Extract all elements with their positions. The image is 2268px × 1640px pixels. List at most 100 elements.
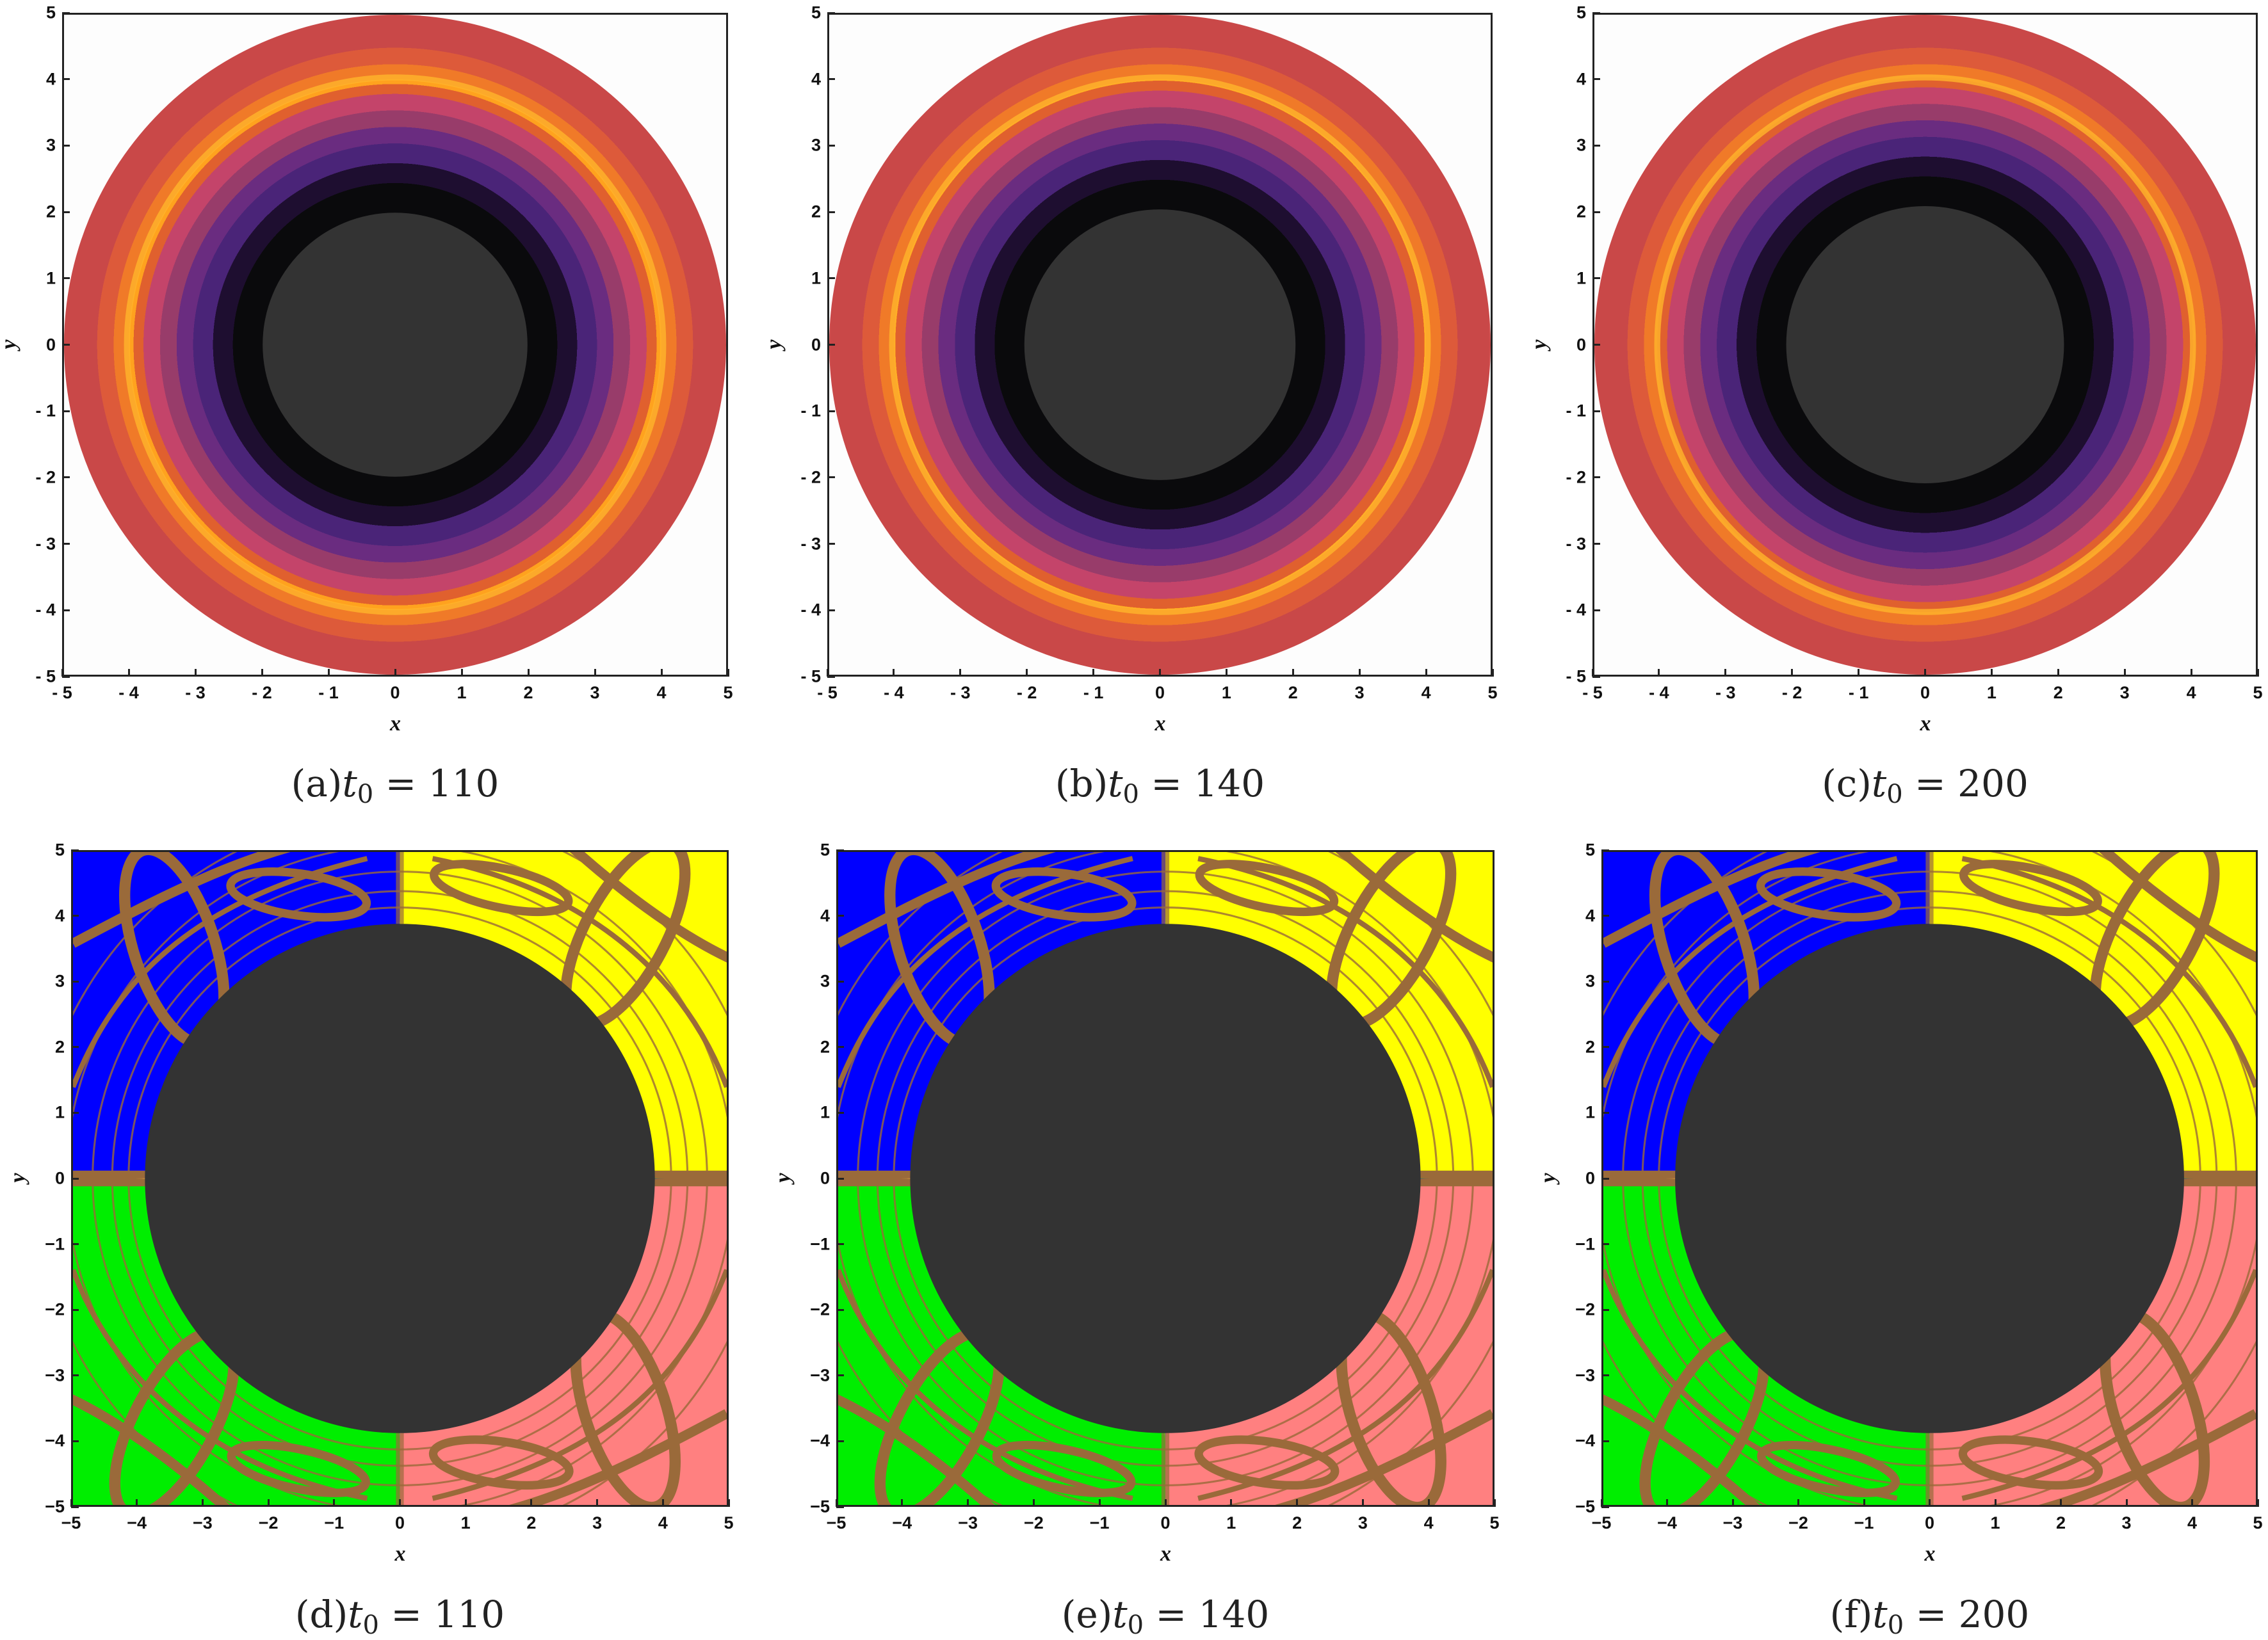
inner-disk [263, 213, 528, 477]
x-tick-label: - 1 [318, 683, 339, 702]
boundary-loops-mirrored [73, 1269, 727, 1505]
y-tick-label: 2 [1576, 202, 1586, 221]
x-tick-label: 2 [2053, 683, 2063, 702]
y-tick-label: 2 [45, 202, 56, 221]
y-tick-label: −2 [810, 1299, 830, 1319]
x-tick-mark [327, 669, 330, 677]
x-tick-label: 3 [1357, 1513, 1368, 1532]
y-tick-label: −3 [45, 1365, 65, 1385]
plot-area [836, 850, 1494, 1507]
y-axis-label: y [6, 1173, 30, 1183]
x-tick-mark [1361, 1499, 1364, 1507]
y-tick-mark [827, 277, 835, 280]
x-tick-label: 4 [2186, 683, 2196, 702]
x-tick-mark [1164, 1499, 1167, 1507]
x-tick-mark [2191, 1499, 2193, 1507]
boundary-band-top [1925, 852, 1934, 924]
caption-t0-value: 140 [1198, 1593, 1270, 1636]
x-tick-mark [1427, 1499, 1430, 1507]
x-tick-label: - 4 [118, 683, 139, 702]
y-tick-label: - 5 [35, 666, 56, 686]
x-tick-mark [2060, 1499, 2062, 1507]
x-tick-label: 5 [1489, 1513, 1500, 1532]
x-tick-mark [2057, 669, 2059, 677]
y-tick-label: 4 [45, 69, 56, 89]
y-tick-mark [1592, 344, 1600, 346]
y-axis-label: y [1536, 1173, 1560, 1183]
x-tick-mark [2190, 669, 2192, 677]
y-tick-mark [836, 980, 844, 983]
x-tick-mark [194, 669, 197, 677]
x-tick-mark [727, 669, 729, 677]
y-tick-mark [71, 1374, 79, 1377]
y-tick-label: −4 [1575, 1431, 1595, 1451]
y-tick-mark [1601, 1506, 1609, 1508]
x-tick-mark [261, 669, 263, 677]
x-tick-label: 0 [390, 683, 400, 702]
caption-equals: = [378, 1593, 434, 1636]
x-tick-label: 4 [658, 1513, 668, 1532]
caption-t0-value: 200 [1957, 762, 2029, 805]
y-tick-mark [827, 410, 835, 412]
y-tick-label: 4 [811, 69, 821, 89]
x-tick-label: 1 [1990, 1513, 2000, 1532]
x-tick-label: −5 [61, 1513, 81, 1532]
y-tick-label: −1 [810, 1234, 830, 1254]
panel-c: - 5 - 4 - 3 - 2 - 1 0 1 2 3 4 5 5 4 3 2 1 0 - 1 - 2 - 3 - 4 -… [1528, 3, 2263, 810]
y-tick-label: −1 [45, 1234, 65, 1254]
y-tick-label: - 1 [1566, 401, 1586, 421]
inner-disk [1786, 205, 2064, 484]
y-tick-label: - 4 [1566, 600, 1586, 620]
x-tick-mark [660, 669, 663, 677]
panel-d: −5 −4 −3 −2 −1 0 1 2 3 4 5 5 4 3 2 1 0 −1 −2 −3 −4 −5 x y (d)t0 … [6, 840, 734, 1640]
y-tick-label: - 3 [35, 534, 56, 554]
x-tick-mark [1159, 669, 1161, 677]
x-tick-mark [727, 1499, 730, 1507]
x-tick-label: −3 [958, 1513, 978, 1532]
y-tick-mark [1592, 12, 1600, 14]
boundary-band-right [2177, 1170, 2256, 1187]
x-tick-label: −3 [1722, 1513, 1743, 1532]
y-tick-label: −1 [1575, 1234, 1595, 1254]
caption-equals: = [373, 762, 428, 805]
x-tick-label: −5 [826, 1513, 846, 1532]
y-tick-mark [71, 1440, 79, 1442]
x-tick-label: −4 [1657, 1513, 1677, 1532]
x-tick-mark [464, 1499, 467, 1507]
plot-area [1601, 850, 2258, 1507]
x-tick-mark [893, 669, 895, 677]
x-tick-mark [136, 1499, 138, 1507]
x-tick-label: - 3 [1715, 683, 1736, 702]
y-tick-mark [1592, 410, 1600, 412]
y-tick-label: 2 [1585, 1037, 1595, 1057]
y-tick-label: 5 [45, 3, 56, 22]
panel-caption: (e)t0 = 140 [1062, 1593, 1270, 1640]
y-tick-label: - 5 [1566, 666, 1586, 686]
y-tick-label: 0 [1585, 1168, 1595, 1188]
caption-t-subscript: 0 [1122, 780, 1139, 809]
x-tick-label: 2 [1292, 1513, 1302, 1532]
caption-t-subscript: 0 [1127, 1611, 1144, 1640]
caption-t0-value: 140 [1194, 762, 1265, 805]
y-tick-label: −3 [1575, 1365, 1595, 1385]
x-tick-mark [1791, 669, 1794, 677]
panel-caption: (f)t0 = 200 [1830, 1593, 2030, 1640]
x-axis-label: x [1924, 1542, 1936, 1566]
x-tick-label: −3 [192, 1513, 213, 1532]
x-tick-mark [1658, 669, 1660, 677]
y-tick-label: 4 [1585, 906, 1595, 926]
y-tick-mark [827, 12, 835, 14]
x-tick-mark [1858, 669, 1860, 677]
y-tick-mark [827, 144, 835, 147]
boundary-band-top [396, 852, 404, 924]
plot-area [62, 13, 728, 677]
x-tick-label: - 2 [1016, 683, 1037, 702]
x-tick-mark [594, 669, 596, 677]
x-tick-mark [835, 1499, 838, 1507]
y-tick-mark [71, 1243, 79, 1246]
panel-a: - 5 - 4 - 3 - 2 - 1 0 1 2 3 4 5 5 4 3 2 1 0 - 1 - 2 - 3 - 4 -… [0, 3, 733, 810]
y-tick-mark [71, 1506, 79, 1508]
y-tick-label: 0 [54, 1168, 65, 1188]
x-tick-label: - 5 [817, 683, 838, 702]
y-tick-label: −2 [1575, 1299, 1595, 1319]
